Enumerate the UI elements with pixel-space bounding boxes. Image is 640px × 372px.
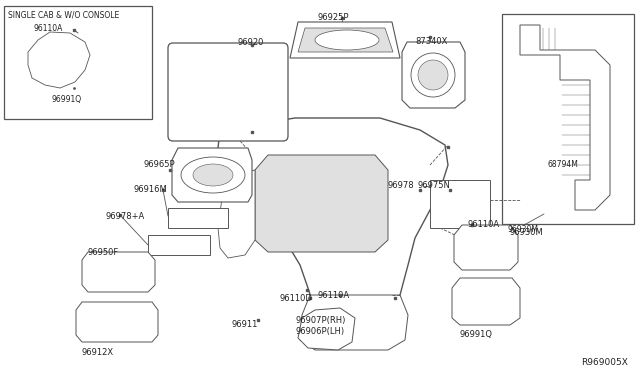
Text: 96906P(LH): 96906P(LH) — [295, 327, 344, 336]
Text: 96965P: 96965P — [143, 160, 175, 169]
Ellipse shape — [193, 164, 233, 186]
Ellipse shape — [411, 53, 455, 97]
Text: 96110D: 96110D — [280, 294, 313, 303]
Text: 96911: 96911 — [232, 320, 259, 329]
Text: 96978: 96978 — [388, 181, 415, 190]
Text: 68794M: 68794M — [548, 160, 579, 169]
Text: 96930M: 96930M — [510, 228, 544, 237]
Polygon shape — [76, 302, 158, 342]
FancyBboxPatch shape — [168, 43, 288, 141]
Text: 96950F: 96950F — [88, 248, 119, 257]
Text: 96912X: 96912X — [82, 348, 114, 357]
Text: 96110A: 96110A — [34, 24, 63, 33]
Polygon shape — [255, 155, 388, 252]
Polygon shape — [452, 278, 520, 325]
Text: 96991Q: 96991Q — [460, 330, 493, 339]
Polygon shape — [172, 148, 252, 202]
Polygon shape — [520, 25, 610, 210]
Text: 96978+A: 96978+A — [105, 212, 144, 221]
Text: 87340X: 87340X — [415, 37, 447, 46]
Text: 96925P: 96925P — [318, 13, 349, 22]
Text: 96975N: 96975N — [418, 181, 451, 190]
Text: R969005X: R969005X — [581, 358, 628, 367]
Text: 96110A: 96110A — [318, 291, 350, 300]
Polygon shape — [218, 118, 448, 345]
Polygon shape — [402, 42, 465, 108]
Polygon shape — [300, 295, 408, 350]
Polygon shape — [218, 170, 255, 258]
Ellipse shape — [418, 60, 448, 90]
Text: SINGLE CAB & W/O CONSOLE: SINGLE CAB & W/O CONSOLE — [8, 10, 119, 19]
Text: 96916M: 96916M — [133, 185, 167, 194]
Text: 96110A: 96110A — [468, 220, 500, 229]
Ellipse shape — [315, 30, 379, 50]
Polygon shape — [28, 32, 90, 88]
Polygon shape — [454, 225, 518, 270]
Polygon shape — [298, 308, 355, 350]
Polygon shape — [168, 208, 228, 228]
Text: 96907P(RH): 96907P(RH) — [295, 316, 346, 325]
Polygon shape — [430, 180, 490, 228]
Bar — [502, 14, 634, 224]
Polygon shape — [290, 22, 400, 58]
Polygon shape — [298, 28, 393, 52]
Text: 96930M: 96930M — [508, 225, 539, 234]
Polygon shape — [148, 235, 210, 255]
Polygon shape — [82, 252, 155, 292]
Ellipse shape — [181, 157, 245, 193]
Text: 96991Q: 96991Q — [52, 95, 82, 104]
Bar — [4, 6, 152, 119]
Text: 96920: 96920 — [238, 38, 264, 47]
